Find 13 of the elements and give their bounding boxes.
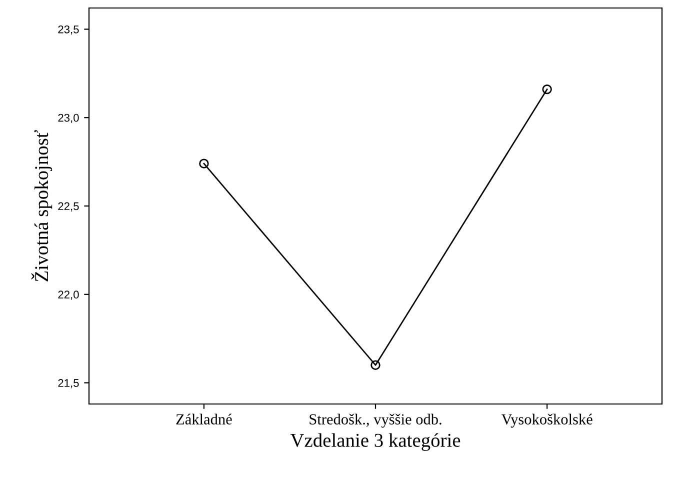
x-tick-label: Vysokoškolské bbox=[501, 414, 592, 428]
y-tick-label: 21,5 bbox=[58, 379, 79, 388]
y-tick-label: 23,0 bbox=[58, 114, 79, 124]
x-tick-label: Základné bbox=[176, 414, 232, 424]
point bbox=[542, 84, 552, 94]
y-tick-label: 22,5 bbox=[58, 202, 79, 212]
y-tick-label: 23,5 bbox=[58, 25, 79, 35]
y-axis-title: Životná spokojnosť bbox=[31, 130, 52, 282]
x-axis-title: Vzdelanie 3 kategórie bbox=[290, 433, 460, 451]
x-tick-label: Stredošk., vyššie odb. bbox=[310, 414, 442, 428]
point bbox=[370, 360, 380, 370]
point bbox=[199, 158, 209, 168]
y-tick-label: 22,0 bbox=[58, 290, 79, 300]
